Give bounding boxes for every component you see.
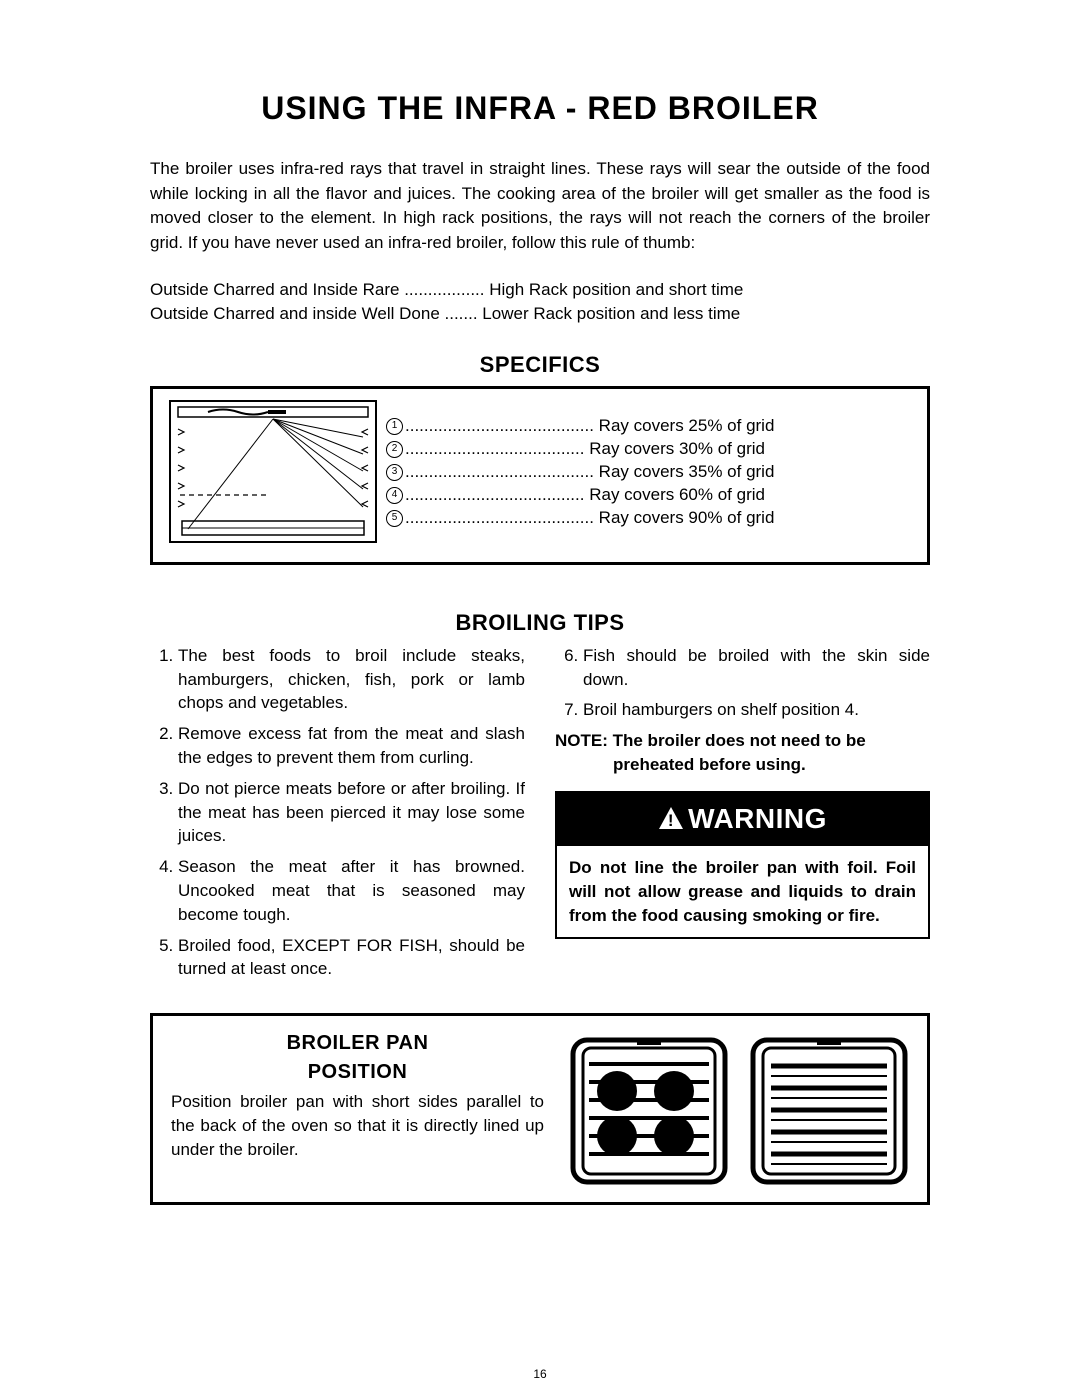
warning-triangle-icon: ! — [658, 801, 684, 840]
rule-of-thumb: Outside Charred and Inside Rare ........… — [150, 278, 930, 327]
ray-text: Ray covers 60% of grid — [589, 485, 765, 504]
ray-text: Ray covers 25% of grid — [599, 416, 775, 435]
tip-item: Remove excess fat from the meat and slas… — [178, 722, 525, 770]
ray-number-icon: 4 — [386, 487, 403, 504]
tip-item: Do not pierce meats before or after broi… — [178, 777, 525, 848]
ray-row-5: 5.......................................… — [386, 507, 912, 530]
tip-item: Fish should be broiled with the skin sid… — [583, 644, 930, 692]
warning-box: ! WARNING Do not line the broiler pan wi… — [555, 791, 930, 940]
warning-body: Do not line the broiler pan with foil. F… — [569, 856, 916, 927]
rule-line-2: Outside Charred and inside Well Done ...… — [150, 302, 930, 327]
ray-row-2: 2...................................... … — [386, 438, 912, 461]
tip-item: The best foods to broil include steaks, … — [178, 644, 525, 715]
ray-dots: ...................................... — [405, 485, 584, 504]
ray-number-icon: 5 — [386, 510, 403, 527]
ray-coverage-list: 1.......................................… — [386, 399, 912, 530]
ray-number-icon: 3 — [386, 464, 403, 481]
pan-description: Position broiler pan with short sides pa… — [171, 1090, 544, 1161]
ray-row-3: 3.......................................… — [386, 461, 912, 484]
ray-dots: ........................................ — [405, 508, 594, 527]
note-line1: The broiler does not need to be — [613, 731, 866, 750]
svg-text:!: ! — [668, 811, 674, 830]
ray-row-1: 1.......................................… — [386, 415, 912, 438]
tips-col-left: The best foods to broil include steaks, … — [150, 644, 525, 988]
note-text: NOTE: The broiler does not need to be pr… — [555, 729, 930, 777]
ray-dots: ........................................ — [405, 416, 594, 435]
pan-empty-icon — [749, 1036, 909, 1186]
tip-item: Broiled food, EXCEPT FOR FISH, should be… — [178, 934, 525, 982]
ray-row-4: 4...................................... … — [386, 484, 912, 507]
tips-columns: The best foods to broil include steaks, … — [150, 644, 930, 988]
ray-text: Ray covers 30% of grid — [589, 439, 765, 458]
page-number: 16 — [0, 1367, 1080, 1381]
specifics-heading: SPECIFICS — [150, 352, 930, 378]
specifics-box: 1.......................................… — [150, 386, 930, 565]
oven-diagram-icon — [168, 399, 378, 544]
pan-with-food-icon — [569, 1036, 729, 1186]
page-title: USING THE INFRA - RED BROILER — [150, 90, 930, 127]
intro-paragraph: The broiler uses infra-red rays that tra… — [150, 157, 930, 256]
note-label: NOTE: — [555, 731, 613, 750]
tip-item: Season the meat after it has browned. Un… — [178, 855, 525, 926]
broiling-tips-heading: BROILING TIPS — [150, 610, 930, 636]
rule-line-1: Outside Charred and Inside Rare ........… — [150, 278, 930, 303]
broiler-pan-box: BROILER PAN POSITION Position broiler pa… — [150, 1013, 930, 1205]
warning-badge: ! WARNING — [557, 793, 928, 846]
warning-label: WARNING — [688, 803, 827, 834]
tips-col-right: Fish should be broiled with the skin sid… — [555, 644, 930, 988]
note-line2: preheated before using. — [555, 753, 930, 777]
tip-item: Broil hamburgers on shelf position 4. — [583, 698, 930, 722]
ray-dots: ...................................... — [405, 439, 584, 458]
pan-diagrams — [569, 1032, 909, 1186]
ray-number-icon: 2 — [386, 441, 403, 458]
pan-title-2: POSITION — [171, 1061, 544, 1084]
ray-number-icon: 1 — [386, 418, 403, 435]
document-page: USING THE INFRA - RED BROILER The broile… — [0, 0, 1080, 1399]
pan-title-1: BROILER PAN — [171, 1032, 544, 1055]
ray-text: Ray covers 90% of grid — [599, 508, 775, 527]
pan-text-block: BROILER PAN POSITION Position broiler pa… — [171, 1032, 544, 1161]
ray-text: Ray covers 35% of grid — [599, 462, 775, 481]
ray-dots: ........................................ — [405, 462, 594, 481]
